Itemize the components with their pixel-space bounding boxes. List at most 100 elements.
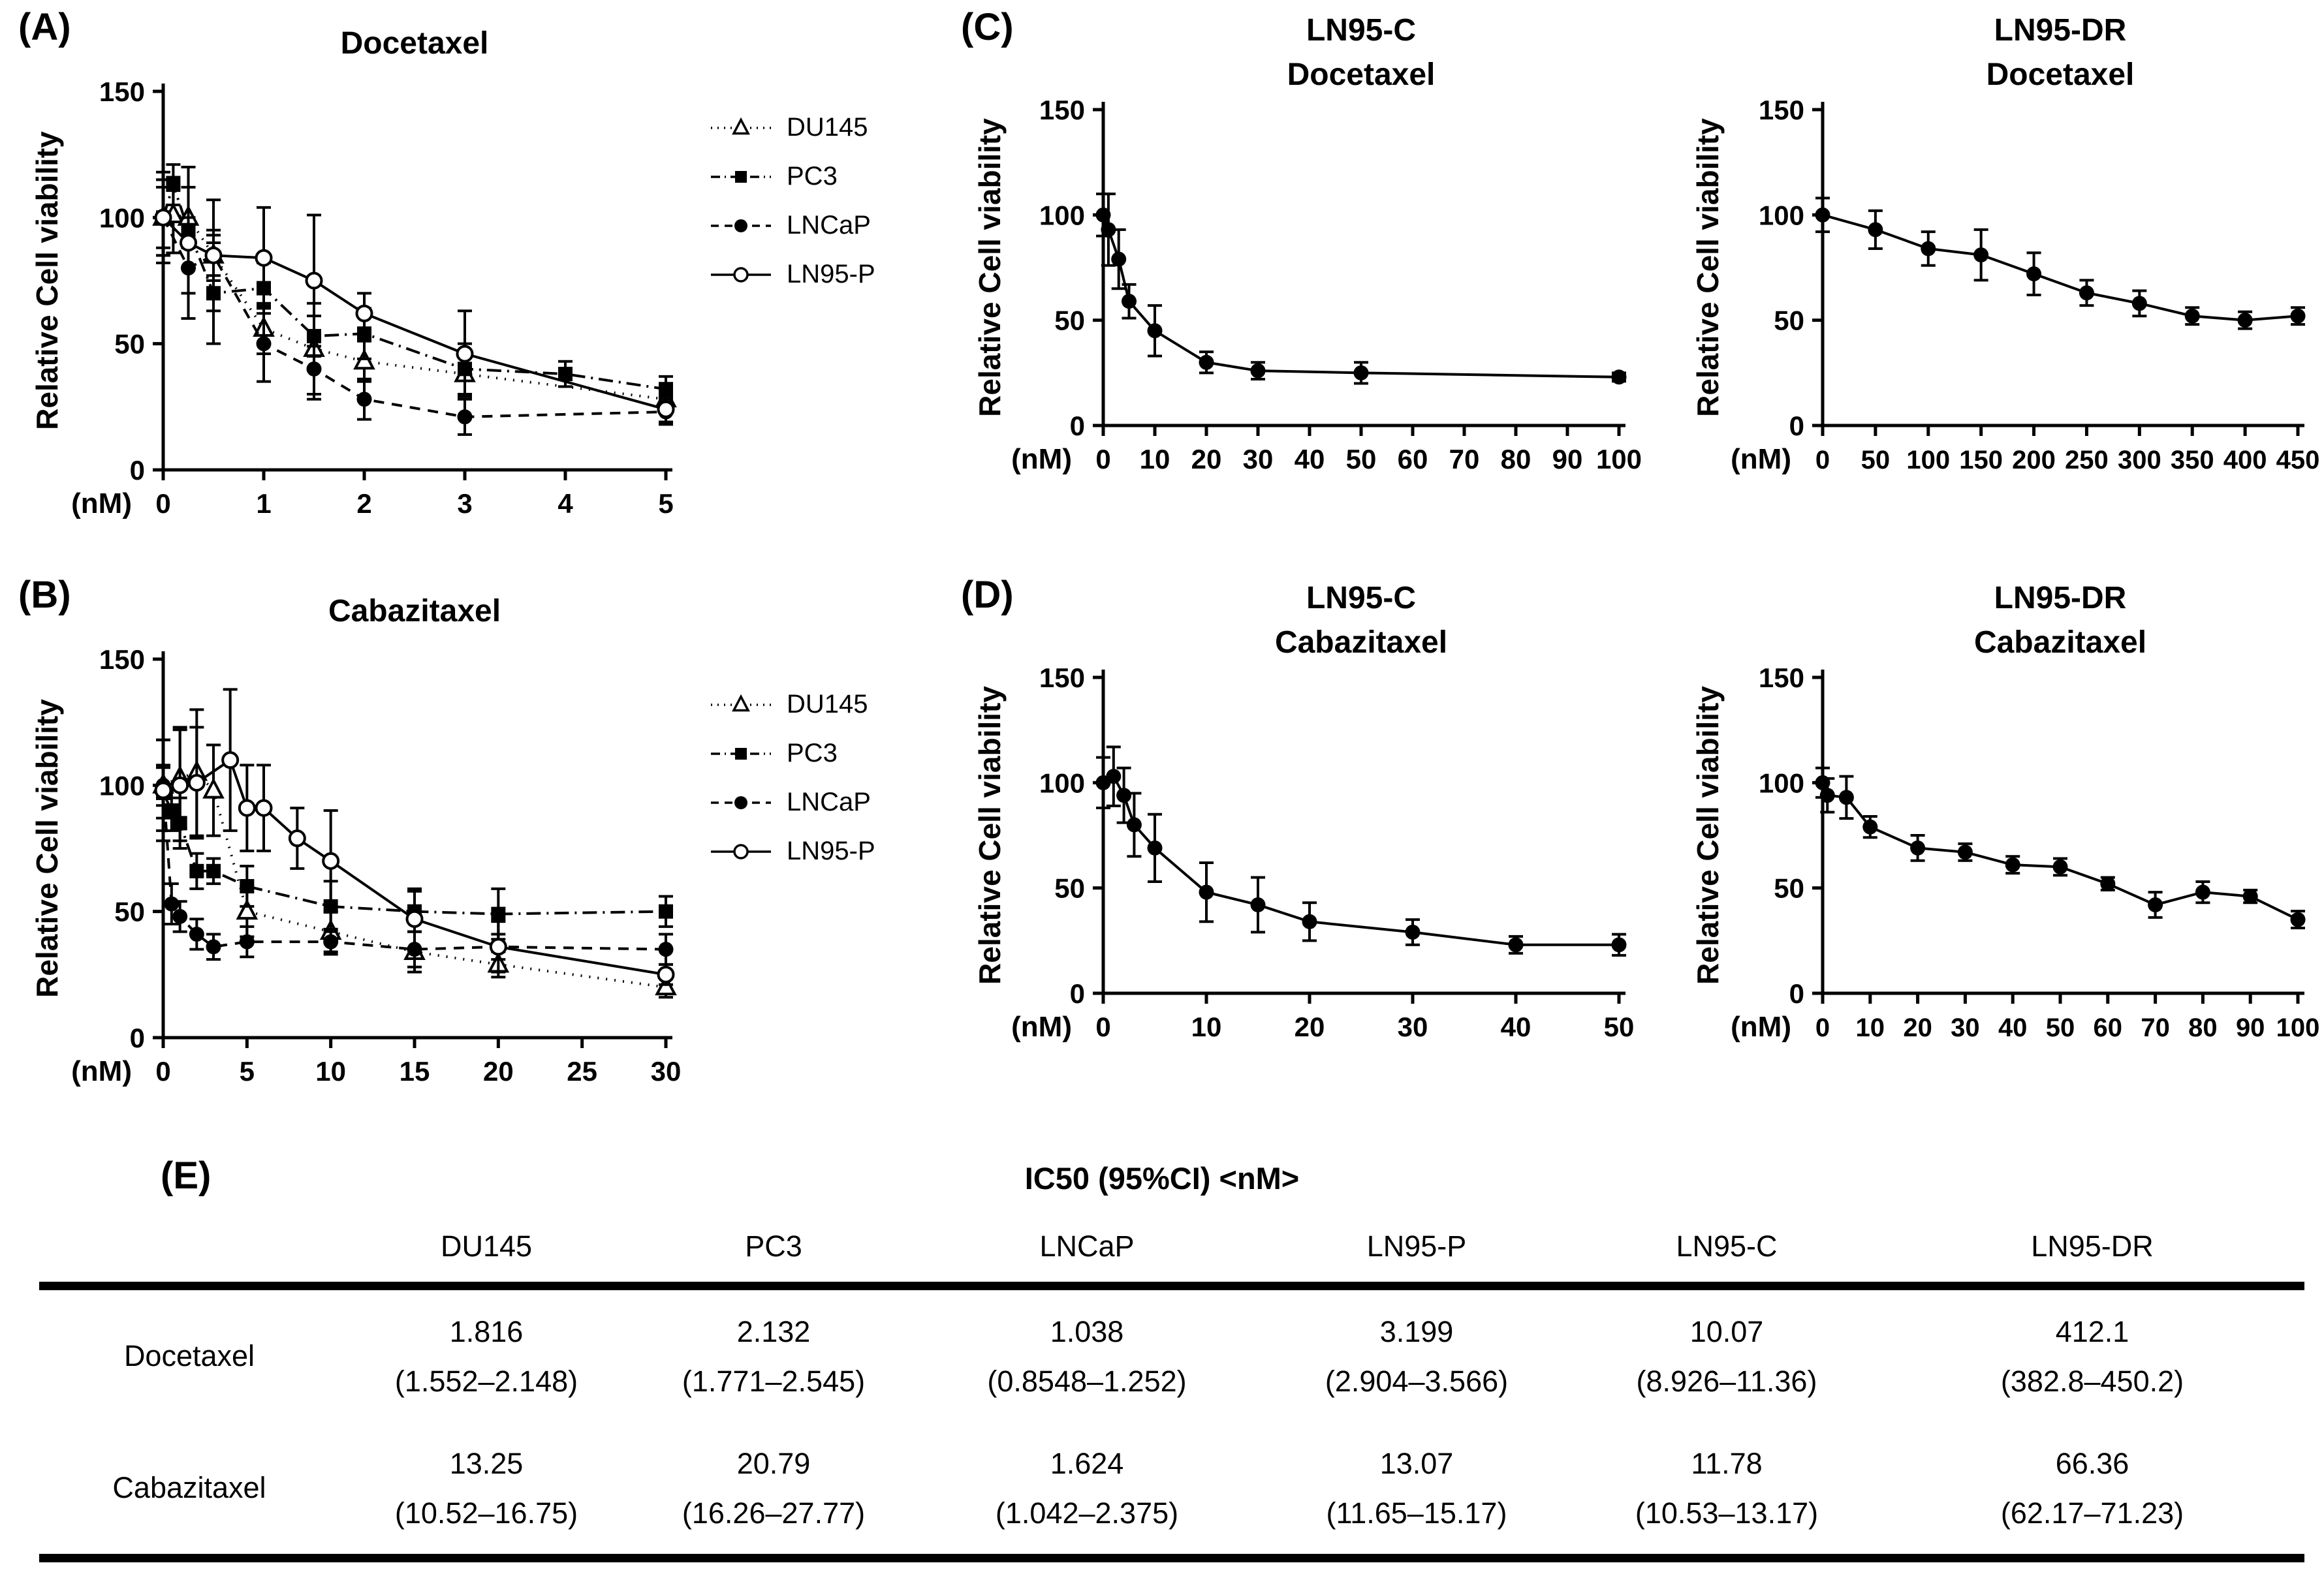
ic50-table: DU145 PC3 LNCaP LN95-P LN95-C LN95-DR Docetaxe… <box>39 1218 2304 1562</box>
series-line <box>162 216 667 411</box>
error-bars <box>1815 196 2305 330</box>
chart-title: Cabazitaxel <box>1275 625 1447 660</box>
x-tick-label: 30 <box>1243 444 1274 474</box>
y-tick-label: 50 <box>1054 305 1085 336</box>
y-axis-label: Relative Cell viability <box>1691 118 1725 417</box>
y-tick-label: 100 <box>1039 200 1085 230</box>
table-rule <box>39 1282 2304 1290</box>
series-ln95-c <box>1095 193 1627 385</box>
x-tick-label: 50 <box>1346 444 1377 474</box>
series-markers <box>1815 775 2306 927</box>
ln95c-docetaxel-plot: 0 50 100 150 0 10 20 30 40 50 60 70 80 90 100 (nM) LN95-… <box>973 13 1642 475</box>
series-markers <box>1095 769 1627 953</box>
y-tick-label: 100 <box>99 770 145 801</box>
circle-open-icon <box>711 266 771 283</box>
x-tick-label: 20 <box>483 1056 514 1087</box>
x-tick-label: 3 <box>457 488 472 519</box>
series-line <box>1821 782 2299 921</box>
ic50-cell: 2.132 (1.771–2.545) <box>633 1290 914 1422</box>
y-tick-label: 150 <box>1039 662 1085 693</box>
x-axis-unit: (nM) <box>1011 443 1072 475</box>
y-tick-label: 100 <box>1039 767 1085 798</box>
ic50-value: 13.07 <box>1379 1447 1454 1480</box>
x-tick-label: 20 <box>1903 1013 1932 1042</box>
x-tick-label: 90 <box>2236 1013 2265 1042</box>
legend-label: PC3 <box>787 162 838 191</box>
ic50-value: 2.132 <box>736 1315 811 1348</box>
x-tick-label: 40 <box>1295 444 1325 474</box>
legend-item-lncap: LNCaP <box>708 778 875 827</box>
chart-title: LN95-C <box>1306 581 1416 615</box>
series-line <box>162 792 667 916</box>
ic50-cell: 66.36 (62.17–71.23) <box>1880 1422 2304 1554</box>
ic50-confidence-interval: (10.52–16.75) <box>394 1496 578 1530</box>
y-tick-label: 50 <box>114 329 145 360</box>
x-tick-label: 450 <box>2276 446 2320 474</box>
ic50-value: 412.1 <box>2055 1315 2129 1348</box>
ic50-confidence-interval: (1.771–2.545) <box>682 1365 866 1398</box>
x-tick-label: 2 <box>356 488 371 519</box>
series-markers <box>156 178 673 397</box>
chart-title: LN95-C <box>1306 13 1416 48</box>
series-ln95-p <box>154 688 675 986</box>
x-axis-unit: (nM) <box>71 1055 132 1087</box>
error-bars <box>1096 745 1626 957</box>
x-tick-label: 150 <box>1959 446 2003 474</box>
series-lncap <box>155 178 674 436</box>
y-tick-label: 50 <box>1774 873 1804 904</box>
panel-c-ln95dr-docetaxel-chart: 0 50 100 150 0 50 100 150 200 250 300 350 400 450 (nM)… <box>1645 0 2324 568</box>
cabazitaxel-cell-lines-plot: 0 50 100 150 0 5 10 15 20 25 30 (nM) Cabazitaxel Rela… <box>30 594 681 1087</box>
y-tick-label: 0 <box>1070 410 1085 441</box>
series-markers <box>155 209 674 425</box>
ic50-cell: 13.25 (10.52–16.75) <box>339 1422 633 1554</box>
x-tick-label: 0 <box>155 1056 170 1087</box>
x-tick-label: 90 <box>1552 444 1583 474</box>
panel-c-ln95c-docetaxel-chart: 0 50 100 150 0 10 20 30 40 50 60 70 80 90 100 (nM) LN95-… <box>953 0 1645 568</box>
x-tick-label: 10 <box>315 1056 346 1087</box>
y-tick-label: 0 <box>1070 978 1085 1009</box>
x-tick-label: 80 <box>2188 1013 2218 1042</box>
error-bars <box>156 163 673 403</box>
error-bars <box>156 166 673 424</box>
y-tick-label: 0 <box>130 1023 145 1053</box>
chart-title: LN95-DR <box>1994 13 2127 48</box>
x-tick-label: 100 <box>1596 444 1642 474</box>
x-axis-unit: (nM) <box>1011 1011 1072 1043</box>
docetaxel-cell-lines-plot: 0 50 100 150 0 1 2 3 4 5 (nM) Docetaxel Relative Cel… <box>30 26 677 519</box>
panel-letter-c: (C) <box>961 6 1014 48</box>
series-ln95-p <box>154 166 675 424</box>
legend-item-du145: DU145 <box>708 103 875 152</box>
x-tick-label: 250 <box>2065 446 2109 474</box>
ic50-confidence-interval: (8.926–11.36) <box>1636 1365 1817 1398</box>
ic50-table-section: (E) IC50 (95%CI) <nM> DU145 PC3 LNCaP LN95-… <box>0 1136 2324 1578</box>
x-tick-label: 40 <box>1501 1012 1531 1042</box>
x-tick-label: 100 <box>1906 446 1950 474</box>
series-line <box>162 180 667 391</box>
panel-letter-b: (B) <box>18 574 71 616</box>
ic50-table-title: IC50 (95%CI) <nM> <box>1024 1161 1300 1196</box>
circle-open-icon <box>711 843 771 859</box>
y-tick-label: 100 <box>99 202 145 233</box>
error-bars <box>1096 193 1626 385</box>
x-axis-unit: (nM) <box>1731 1011 1791 1043</box>
legend-label: PC3 <box>787 739 838 767</box>
x-tick-label: 0 <box>1095 444 1110 474</box>
panel-letter-e: (E) <box>161 1154 212 1197</box>
chart-title: Cabazitaxel <box>1974 625 2146 660</box>
series-line <box>163 213 667 401</box>
y-axis-label: Relative Cell viability <box>1691 686 1725 985</box>
axes <box>153 651 672 1048</box>
x-tick-label: 70 <box>1449 444 1480 474</box>
y-tick-label: 150 <box>1039 95 1085 125</box>
legend-item-pc3: PC3 <box>708 729 875 778</box>
y-tick-label: 150 <box>1759 95 1804 125</box>
ic50-cell: 10.07 (8.926–11.36) <box>1573 1290 1880 1422</box>
series-markers <box>154 208 675 418</box>
x-tick-label: 0 <box>1815 446 1830 474</box>
panel-d-ln95dr-cabazitaxel-chart: 0 50 100 150 0 10 20 30 40 50 60 70 80 90 100 (nM) LN95-… <box>1645 568 2324 1136</box>
legend-panel-b: DU145 PC3 LNCaP LN95-P <box>708 680 875 876</box>
triangle-open-icon <box>711 694 771 711</box>
circle-filled-icon <box>711 796 771 809</box>
x-tick-label: 50 <box>1861 446 1891 474</box>
legend-label: LNCaP <box>787 788 871 816</box>
